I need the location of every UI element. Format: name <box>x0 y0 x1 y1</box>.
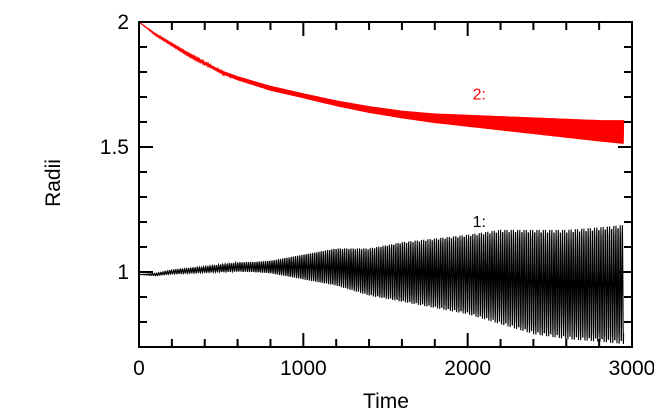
y-axis-label: Radii <box>42 159 65 207</box>
y-tick-label: 2 <box>117 11 129 34</box>
series-label: 1: <box>473 214 486 231</box>
series-labels: 2: 1: <box>473 87 486 232</box>
plot-lines <box>138 21 625 345</box>
series-line <box>138 21 625 144</box>
y-tick-label: 1 <box>117 261 129 284</box>
y-tick-label: 1.5 <box>100 136 129 159</box>
axis-ticks <box>138 21 633 348</box>
x-tick-label: 3000 <box>609 357 654 380</box>
x-tick-label: 2000 <box>444 357 491 380</box>
x-tick-label: 1000 <box>280 357 327 380</box>
series-line <box>139 225 625 345</box>
series-label: 2: <box>473 87 486 104</box>
x-tick-label: 0 <box>133 357 145 380</box>
plot-frame <box>138 21 633 348</box>
tick-labels: 0 1000 2000 3000 1 1.5 2 <box>100 11 654 380</box>
x-axis-label: Time <box>363 390 409 413</box>
